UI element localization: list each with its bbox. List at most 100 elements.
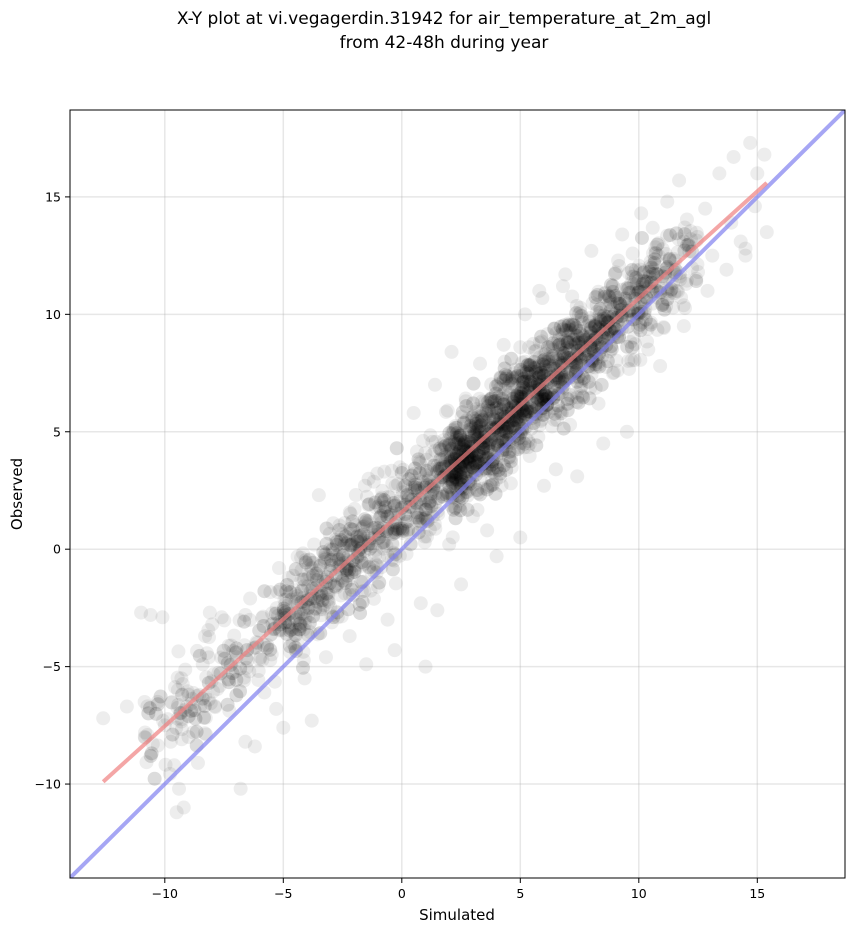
data-point [279, 584, 294, 599]
data-point [474, 410, 489, 425]
data-point [636, 265, 651, 280]
data-point [561, 318, 576, 333]
data-point [458, 458, 473, 473]
data-point [514, 382, 529, 397]
data-point [273, 582, 288, 597]
data-point [505, 443, 520, 458]
data-point [594, 377, 609, 392]
data-point [387, 522, 402, 537]
data-point [519, 404, 534, 419]
data-point [502, 420, 517, 435]
data-point [490, 393, 505, 408]
data-point [301, 600, 316, 615]
data-point [563, 417, 578, 432]
data-point [574, 312, 589, 327]
data-point [532, 356, 547, 371]
data-point [455, 405, 470, 420]
data-point [504, 460, 519, 475]
data-point [519, 401, 534, 416]
data-point [293, 619, 308, 634]
data-point [480, 407, 495, 422]
data-point [545, 349, 560, 364]
data-point [283, 639, 298, 654]
data-point [667, 286, 682, 301]
data-point [496, 423, 511, 438]
data-point [226, 644, 241, 659]
data-point [523, 357, 538, 372]
data-point [423, 462, 438, 477]
data-point [317, 552, 332, 567]
data-point [140, 699, 155, 714]
data-point [493, 370, 508, 385]
data-point [565, 317, 580, 332]
data-point [476, 445, 491, 460]
data-point [316, 545, 331, 560]
data-point [413, 596, 428, 611]
data-point [459, 399, 474, 414]
data-point [479, 406, 494, 421]
data-point [538, 359, 553, 374]
data-point [496, 417, 511, 432]
data-point [472, 448, 487, 463]
data-point [572, 348, 587, 363]
data-point [390, 477, 405, 492]
data-point [431, 461, 446, 476]
data-point [438, 450, 453, 465]
data-point [322, 526, 337, 541]
data-point [224, 638, 239, 653]
data-point [435, 452, 450, 467]
data-point [516, 385, 531, 400]
data-point [310, 594, 325, 609]
data-point [647, 252, 662, 267]
data-point [543, 374, 558, 389]
data-point [473, 487, 488, 502]
data-point [674, 290, 689, 305]
data-point [541, 352, 556, 367]
data-point [629, 270, 644, 285]
data-point [518, 354, 533, 369]
data-point [387, 498, 402, 513]
data-point [460, 502, 475, 517]
data-point [465, 460, 480, 475]
data-point [570, 469, 585, 484]
data-point [485, 395, 500, 410]
data-point [407, 475, 422, 490]
data-point [450, 483, 465, 498]
data-point [379, 538, 394, 553]
data-point [476, 434, 491, 449]
data-point [509, 413, 524, 428]
data-point [591, 396, 606, 411]
data-point [302, 552, 317, 567]
data-point [252, 652, 267, 667]
data-point [233, 661, 248, 676]
data-point [488, 393, 503, 408]
data-point [465, 410, 480, 425]
data-point [489, 386, 504, 401]
data-point [640, 321, 655, 336]
data-point [408, 482, 423, 497]
data-point [468, 404, 483, 419]
data-point [319, 586, 334, 601]
data-point [537, 354, 552, 369]
data-point [395, 523, 410, 538]
data-point [454, 409, 469, 424]
data-point [355, 520, 370, 535]
data-point [150, 697, 165, 712]
data-point [419, 463, 434, 478]
data-point [481, 440, 496, 455]
data-point [485, 447, 500, 462]
data-point [470, 454, 485, 469]
data-point [530, 392, 545, 407]
data-point [576, 330, 591, 345]
data-point [705, 248, 720, 263]
data-point [553, 374, 568, 389]
data-point [419, 529, 434, 544]
data-point [422, 496, 437, 511]
data-point [321, 587, 336, 602]
data-point [614, 282, 629, 297]
data-point [490, 405, 505, 420]
data-point [493, 469, 508, 484]
data-point [270, 585, 285, 600]
data-point [519, 365, 534, 380]
data-point [463, 419, 478, 434]
